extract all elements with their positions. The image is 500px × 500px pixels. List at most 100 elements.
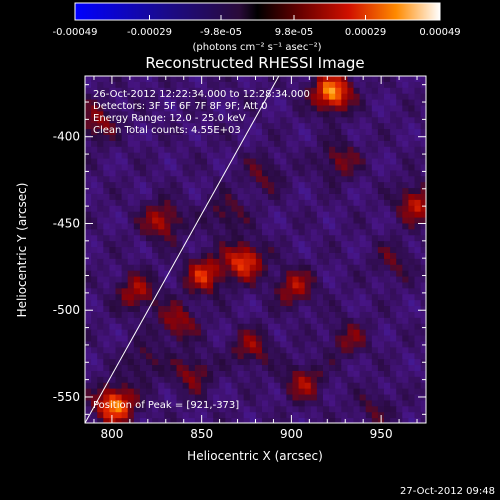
heatmap-cell: [322, 146, 330, 154]
heatmap-cell: [335, 111, 342, 118]
heatmap-cell: [390, 252, 397, 260]
heatmap-cell: [335, 129, 342, 136]
heatmap-cell: [115, 111, 123, 118]
heatmap-cell: [280, 164, 287, 171]
heatmap-cell: [200, 241, 208, 248]
heatmap-cell: [390, 276, 397, 284]
heatmap-cell: [121, 99, 129, 107]
heatmap-cell: [127, 182, 135, 189]
heatmap-cell: [396, 288, 403, 295]
heatmap-cell: [237, 93, 245, 101]
heatmap-cell: [310, 229, 318, 236]
heatmap-cell: [139, 223, 147, 230]
heatmap-cell: [347, 270, 355, 278]
heatmap-cell: [304, 258, 312, 266]
heatmap-cell: [268, 370, 275, 378]
heatmap-cell: [322, 193, 330, 201]
heatmap-cell: [146, 276, 153, 284]
x-tick-label: 900: [280, 427, 303, 441]
heatmap-cell: [322, 99, 330, 107]
heatmap-cell: [261, 164, 269, 171]
heatmap-cell: [200, 370, 208, 378]
heatmap-cell: [115, 152, 123, 160]
heatmap-cell: [219, 182, 226, 189]
heatmap-cell: [133, 300, 141, 307]
heatmap-cell: [377, 229, 385, 236]
heatmap-cell: [347, 99, 355, 107]
heatmap-cell: [341, 306, 348, 313]
heatmap-cell: [237, 270, 245, 278]
heatmap-cell: [249, 359, 257, 366]
heatmap-cell: [298, 217, 306, 225]
heatmap-cell: [341, 211, 348, 219]
heatmap-cell: [384, 252, 391, 260]
heatmap-cell: [359, 140, 367, 148]
heatmap-cell: [359, 152, 367, 160]
heatmap-cell: [371, 382, 379, 390]
heatmap-cell: [164, 412, 172, 419]
heatmap-cell: [347, 247, 355, 254]
heatmap-cell: [420, 140, 426, 148]
heatmap-cell: [298, 376, 306, 384]
heatmap-cell: [322, 123, 330, 130]
heatmap-cell: [127, 406, 135, 413]
heatmap-cell: [353, 311, 361, 319]
heatmap-cell: [353, 288, 361, 295]
heatmap-cell: [164, 382, 172, 390]
heatmap-cell: [359, 400, 367, 407]
heatmap-cell: [103, 188, 111, 195]
heatmap-cell: [194, 182, 202, 189]
heatmap-cell: [280, 117, 287, 124]
heatmap-cell: [377, 329, 385, 337]
heatmap-cell: [353, 140, 361, 148]
heatmap-cell: [176, 311, 184, 319]
heatmap-cell: [316, 188, 324, 195]
heatmap-cell: [384, 270, 391, 278]
heatmap-cell: [97, 176, 104, 183]
heatmap-cell: [274, 105, 281, 112]
heatmap-cell: [213, 306, 220, 313]
heatmap-cell: [237, 158, 245, 166]
heatmap-cell: [353, 300, 361, 307]
annotation-energy-range: Energy Range: 12.0 - 25.0 keV: [93, 113, 246, 124]
heatmap-cell: [255, 270, 263, 278]
heatmap-cell: [268, 87, 275, 95]
heatmap-cell: [152, 306, 159, 313]
heatmap-cell: [207, 329, 214, 337]
heatmap-cell: [133, 123, 141, 130]
heatmap-cell: [115, 235, 123, 242]
heatmap-cell: [408, 223, 416, 230]
heatmap-cell: [341, 335, 348, 343]
heatmap-cell: [384, 134, 391, 142]
heatmap-cell: [268, 170, 275, 177]
heatmap-cell: [274, 270, 281, 278]
heatmap-cell: [127, 223, 135, 230]
heatmap-cell: [146, 123, 153, 130]
heatmap-cell: [213, 376, 220, 384]
heatmap-cell: [402, 406, 410, 413]
heatmap-cell: [249, 129, 257, 136]
heatmap-cell: [371, 235, 379, 242]
heatmap-cell: [121, 247, 129, 254]
heatmap-cell: [194, 370, 202, 378]
heatmap-cell: [298, 188, 306, 195]
heatmap-cell: [133, 87, 141, 95]
heatmap-cell: [274, 317, 281, 325]
heatmap-cell: [200, 111, 208, 118]
heatmap-cell: [139, 323, 147, 331]
heatmap-cell: [390, 217, 397, 225]
heatmap-cell: [213, 117, 220, 124]
heatmap-cell: [127, 300, 135, 307]
heatmap-cell: [353, 235, 361, 242]
heatmap-cell: [103, 99, 111, 107]
heatmap-cell: [97, 140, 104, 148]
heatmap-cell: [115, 276, 123, 284]
heatmap-cell: [85, 123, 92, 130]
heatmap-cell: [280, 288, 287, 295]
heatmap-cell: [219, 400, 226, 407]
heatmap-cell: [158, 164, 165, 171]
heatmap-cell: [207, 282, 214, 289]
heatmap-cell: [243, 176, 251, 183]
heatmap-cell: [371, 199, 379, 207]
